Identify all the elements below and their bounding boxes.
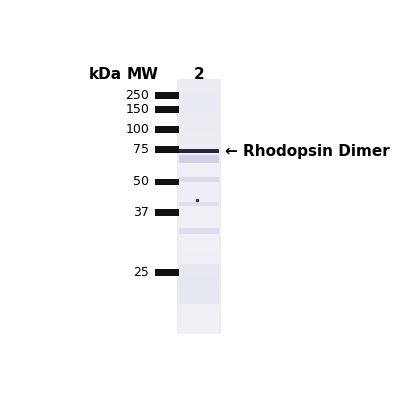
Bar — [179, 164, 219, 168]
Bar — [179, 143, 219, 147]
Bar — [179, 228, 219, 234]
Bar — [179, 215, 219, 220]
Bar — [155, 146, 179, 153]
Bar — [179, 151, 219, 156]
Bar — [179, 292, 219, 296]
Bar — [179, 254, 219, 258]
Bar — [179, 198, 219, 202]
Bar — [179, 87, 219, 92]
Bar — [179, 249, 219, 254]
Bar — [155, 106, 179, 113]
Text: ← Rhodopsin Dimer: ← Rhodopsin Dimer — [225, 144, 390, 159]
Bar — [179, 245, 219, 249]
Bar — [179, 305, 219, 309]
Bar — [179, 126, 219, 130]
Text: 37: 37 — [133, 206, 149, 219]
Bar — [179, 236, 219, 241]
Bar — [179, 224, 219, 228]
Bar — [179, 288, 219, 292]
Bar — [179, 232, 219, 236]
Bar — [179, 228, 219, 232]
Bar — [179, 241, 219, 245]
Bar — [155, 209, 179, 216]
Bar — [179, 83, 219, 87]
Bar — [155, 126, 179, 133]
Bar — [179, 283, 219, 288]
Bar — [179, 147, 219, 151]
Bar — [179, 275, 219, 279]
Bar — [179, 138, 219, 143]
Text: 25: 25 — [133, 266, 149, 279]
Bar — [179, 279, 219, 283]
Text: kDa: kDa — [89, 67, 122, 82]
Bar — [179, 194, 219, 198]
Bar — [179, 104, 219, 109]
Bar — [179, 156, 219, 160]
Bar — [179, 168, 219, 172]
Bar — [179, 181, 219, 185]
Bar — [179, 100, 219, 104]
Bar — [179, 172, 219, 177]
Bar — [179, 113, 219, 117]
Text: 150: 150 — [125, 103, 149, 116]
Bar — [179, 322, 219, 326]
Bar — [179, 270, 219, 275]
Bar — [179, 313, 219, 317]
Bar — [179, 296, 219, 300]
Bar — [179, 220, 219, 224]
Text: 75: 75 — [133, 143, 149, 156]
Bar — [179, 96, 219, 100]
Bar — [179, 326, 219, 330]
Bar — [179, 207, 219, 211]
Bar — [179, 117, 219, 122]
Bar — [179, 202, 219, 207]
Text: 2: 2 — [194, 67, 204, 82]
Bar — [179, 190, 219, 194]
Bar — [155, 178, 179, 185]
Bar — [178, 79, 179, 334]
Bar — [179, 109, 219, 113]
Bar — [219, 79, 220, 334]
Bar — [179, 309, 219, 313]
Bar — [179, 258, 219, 262]
Bar — [155, 92, 179, 99]
Bar — [179, 330, 219, 334]
Bar — [179, 262, 219, 266]
Bar — [179, 156, 219, 163]
Bar — [179, 79, 219, 83]
Bar — [179, 266, 219, 270]
Bar — [179, 122, 219, 126]
Bar — [179, 79, 219, 151]
Text: 100: 100 — [125, 123, 149, 136]
Bar — [155, 270, 179, 276]
Bar — [179, 317, 219, 322]
Bar — [179, 300, 219, 305]
Bar — [179, 130, 219, 134]
Bar — [179, 177, 219, 181]
Text: 50: 50 — [133, 176, 149, 188]
Bar — [179, 185, 219, 190]
Bar — [179, 92, 219, 96]
Text: MW: MW — [127, 67, 159, 82]
Text: 250: 250 — [125, 89, 149, 102]
Bar — [179, 202, 219, 206]
Bar — [179, 211, 219, 215]
Bar — [179, 134, 219, 138]
Bar — [179, 177, 219, 182]
Bar — [179, 264, 219, 304]
Bar — [179, 149, 219, 154]
Bar — [179, 160, 219, 164]
